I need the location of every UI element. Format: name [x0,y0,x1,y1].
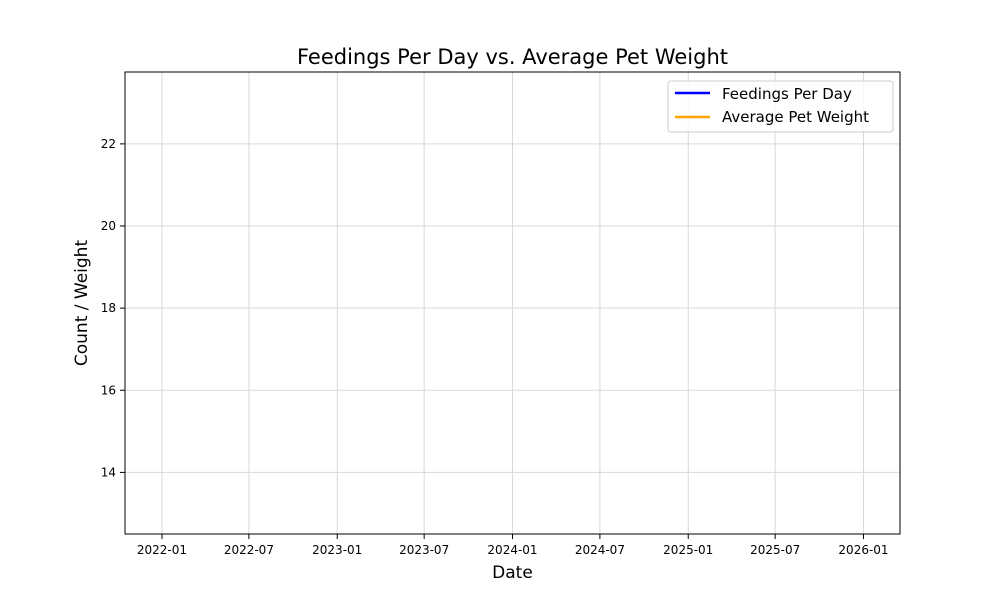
legend-box [667,80,894,133]
x-axis-label: Date [492,563,533,583]
x-axis-ticks: 2022-01 2022-07 2023-01 2023-07 2024-01 2024-… [137,534,889,557]
chart-title: Feedings Per Day vs. Average Pet Weight [297,45,728,69]
x-tick-label: 2025-01 [663,543,713,557]
y-tick-label: 14 [101,465,116,479]
y-tick-label: 18 [101,301,116,315]
y-axis-label: Count / Weight [72,240,92,367]
y-axis-ticks: 14 16 18 20 22 [101,137,125,479]
x-tick-label: 2024-07 [575,543,625,557]
x-tick-label: 2024-01 [487,543,537,557]
legend-label-weight: Average Pet Weight [722,108,869,126]
x-tick-label: 2022-01 [137,543,187,557]
legend: Feedings Per Day Average Pet Weight [667,80,894,133]
x-tick-label: 2025-07 [750,543,800,557]
y-tick-label: 22 [101,137,116,151]
y-tick-label: 20 [101,219,116,233]
x-tick-label: 2023-01 [312,543,362,557]
legend-label-feedings: Feedings Per Day [722,85,852,103]
x-tick-label: 2023-07 [399,543,449,557]
grid-lines [125,72,900,534]
y-tick-label: 16 [101,383,116,397]
x-tick-label: 2026-01 [838,543,888,557]
x-tick-label: 2022-07 [224,543,274,557]
